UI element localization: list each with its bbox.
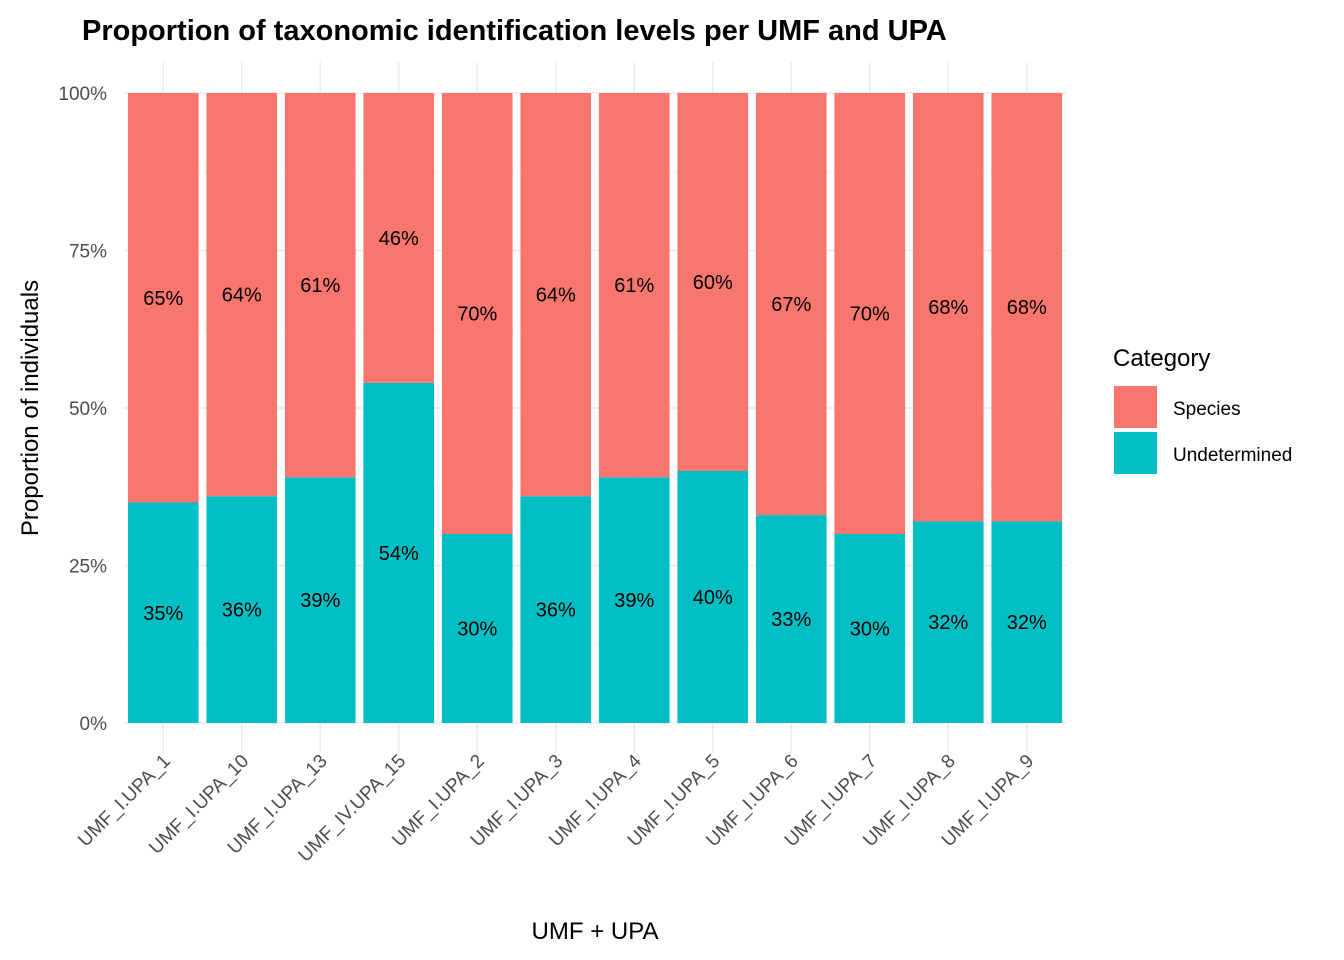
bar-segment-species (755, 93, 827, 516)
bar-label-species: 46% (379, 228, 419, 250)
bar-segment-undetermined (677, 471, 749, 723)
bar-label-species: 61% (300, 275, 340, 297)
bar-label-undetermined: 30% (457, 619, 497, 641)
x-axis-ticks: UMF_I.UPA_1UMF_I.UPA_10UMF_I.UPA_13UMF_I… (74, 750, 1038, 866)
x-axis-title: UMF + UPA (532, 918, 659, 945)
chart-title: Proportion of taxonomic identification l… (82, 15, 947, 47)
y-tick-label: 0% (80, 714, 108, 735)
legend-swatch-species (1114, 386, 1157, 428)
bar-segment-undetermined (206, 496, 278, 723)
y-tick-label: 25% (69, 557, 107, 578)
legend: Category Species Undetermined (1113, 345, 1292, 474)
bar-label-undetermined: 36% (222, 600, 262, 622)
bar-label-undetermined: 32% (928, 612, 968, 634)
bar-label-undetermined: 33% (771, 609, 811, 631)
bar-segment-undetermined (284, 477, 356, 723)
bar-label-undetermined: 36% (536, 600, 576, 622)
bar-label-undetermined: 32% (1007, 612, 1047, 634)
bar-label-undetermined: 35% (143, 603, 183, 625)
bar-segment-undetermined (912, 521, 984, 723)
bar-segment-undetermined (834, 534, 906, 723)
bar-segment-species (441, 93, 513, 534)
y-tick-label: 75% (69, 242, 107, 263)
bar-segment-undetermined (598, 477, 670, 723)
bar-segment-undetermined (991, 521, 1063, 723)
bar-labels: 35% 65% 36% 64% 39% 61% 54% 46% 30% 70% 36% 64% 39% 6… (143, 228, 1047, 641)
bar-label-species: 68% (1007, 297, 1047, 319)
bar-segment-undetermined (441, 534, 513, 723)
bar-label-species: 65% (143, 288, 183, 310)
bar-label-species: 70% (457, 304, 497, 326)
bar-label-species: 60% (693, 272, 733, 294)
bar-segment-species (677, 93, 749, 471)
bar-label-undetermined: 39% (300, 590, 340, 612)
bar-segment-species (912, 93, 984, 522)
bar-segment-species (363, 93, 435, 383)
bar-label-species: 67% (771, 294, 811, 316)
bar-label-undetermined: 40% (693, 587, 733, 609)
bar-label-species: 64% (222, 285, 262, 307)
bar-segment-species (520, 93, 592, 497)
bar-segment-species (598, 93, 670, 478)
bar-segment-undetermined (363, 382, 435, 723)
y-tick-label: 50% (69, 399, 107, 420)
legend-label-undetermined: Undetermined (1173, 445, 1292, 466)
bar-label-species: 64% (536, 285, 576, 307)
bar-segment-undetermined (127, 502, 199, 723)
bars (127, 93, 1063, 723)
bar-segment-species (206, 93, 278, 497)
y-axis-ticks: 0% 25% 50% 75% 100% (58, 84, 107, 735)
bar-label-undetermined: 30% (850, 619, 890, 641)
bar-segment-species (284, 93, 356, 478)
legend-label-species: Species (1173, 399, 1241, 420)
bar-segment-undetermined (755, 515, 827, 723)
bar-label-species: 61% (614, 275, 654, 297)
y-tick-label: 100% (58, 84, 107, 105)
bar-label-species: 68% (928, 297, 968, 319)
bar-segment-species (991, 93, 1063, 522)
legend-title: Category (1113, 345, 1210, 372)
bar-label-undetermined: 39% (614, 590, 654, 612)
y-axis-title: Proportion of individuals (17, 280, 44, 536)
bar-segment-species (127, 93, 199, 503)
legend-swatch-undetermined (1114, 432, 1157, 474)
bar-label-undetermined: 54% (379, 543, 419, 565)
bar-segment-species (834, 93, 906, 534)
bar-label-species: 70% (850, 304, 890, 326)
bar-segment-undetermined (520, 496, 592, 723)
